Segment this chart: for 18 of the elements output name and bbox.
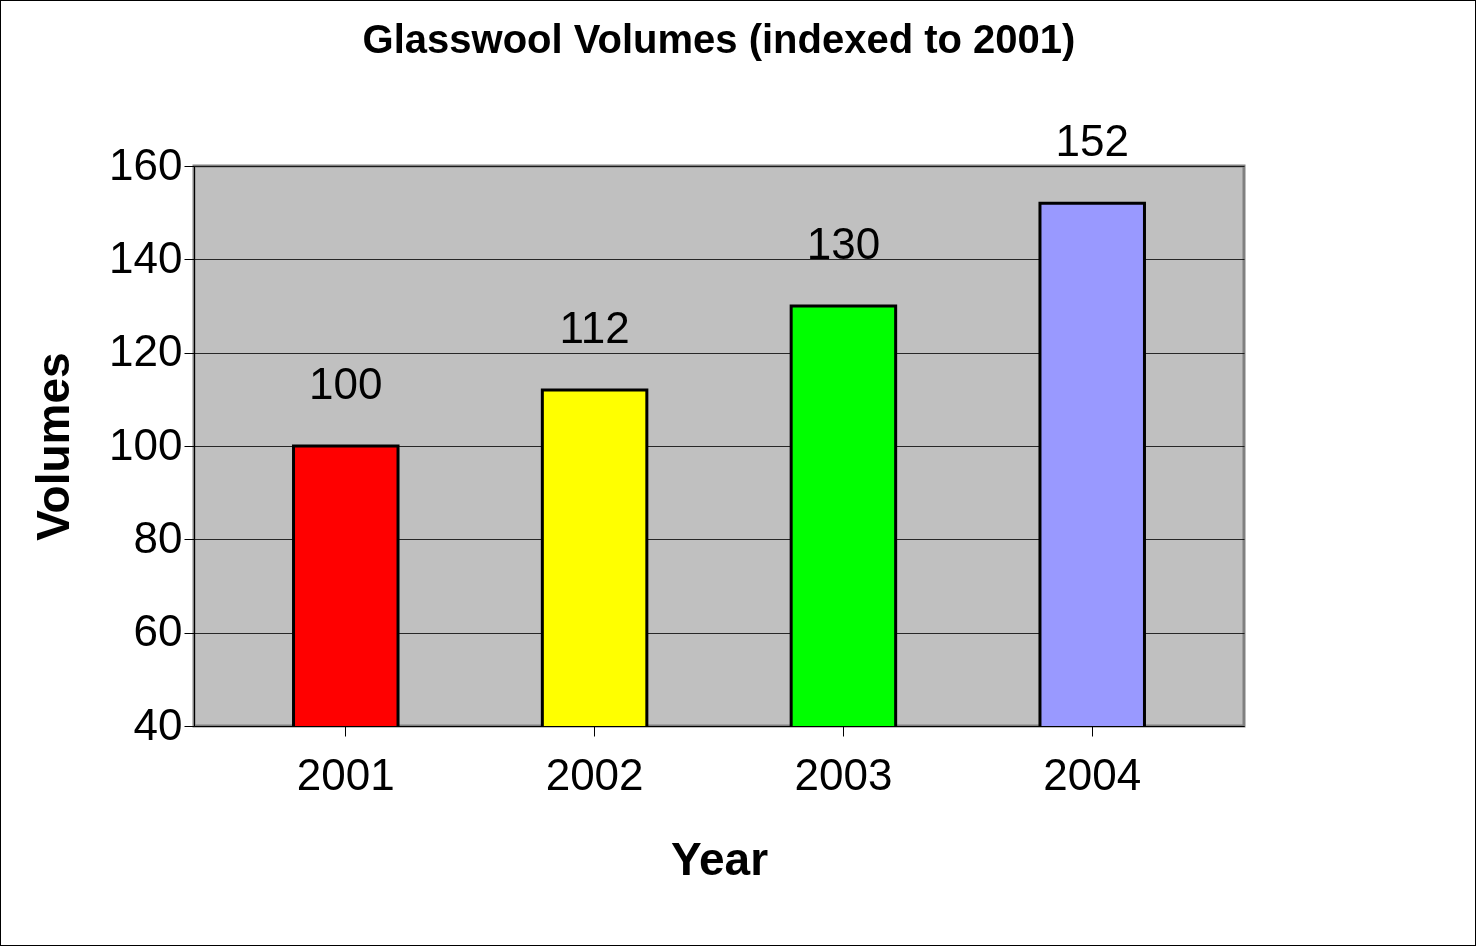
y-tick-label: 80 bbox=[133, 512, 183, 562]
chart-title: Glasswool Volumes (indexed to 2001) bbox=[362, 17, 1076, 62]
x-tick-label: 2003 bbox=[794, 749, 893, 799]
x-tick-label: 2004 bbox=[1043, 749, 1142, 799]
y-tick-label: 120 bbox=[109, 326, 183, 376]
data-label: 152 bbox=[1055, 116, 1129, 166]
y-tick-label: 100 bbox=[109, 419, 183, 469]
data-label: 100 bbox=[309, 359, 383, 408]
y-tick-label: 40 bbox=[133, 699, 183, 749]
y-tick-label: 60 bbox=[133, 606, 183, 656]
y-tick-label: 140 bbox=[109, 232, 183, 282]
data-label: 112 bbox=[559, 303, 630, 352]
data-label: 130 bbox=[806, 219, 881, 268]
y-axis-title: Volumes bbox=[27, 352, 80, 541]
y-tick-label: 160 bbox=[109, 139, 183, 189]
x-axis-title: Year bbox=[670, 832, 769, 885]
x-tick-label: 2001 bbox=[296, 749, 395, 799]
x-tick-label: 2002 bbox=[545, 749, 644, 799]
